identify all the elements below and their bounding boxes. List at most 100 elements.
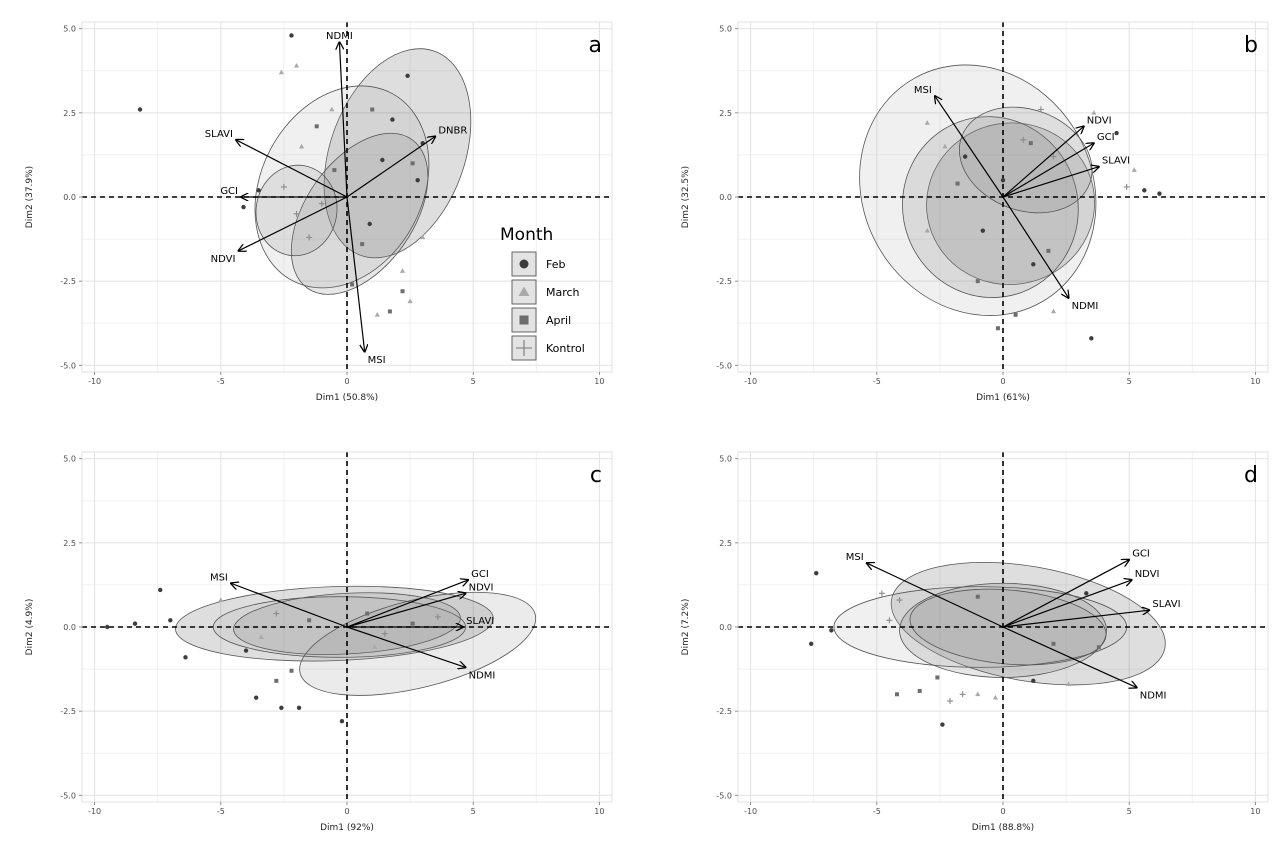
data-point-feb xyxy=(1142,188,1147,193)
loading-arrow-gci xyxy=(1002,560,1129,628)
data-point-feb xyxy=(183,655,188,660)
y-axis-title: Dim2 (7.2%) xyxy=(681,599,691,656)
data-point-march xyxy=(298,143,305,149)
x-tick-label: 10 xyxy=(594,377,604,386)
data-point-april xyxy=(387,309,392,314)
data-point-april xyxy=(370,107,375,112)
data-point-march xyxy=(420,234,426,240)
legend-label: Kontrol xyxy=(546,342,585,355)
legend-item-april: April xyxy=(511,307,571,333)
data-point-march xyxy=(924,227,930,233)
legend-item-feb: Feb xyxy=(511,251,565,277)
arrow-label-ndmi: NDMI xyxy=(1072,301,1099,312)
data-point-april xyxy=(400,289,405,294)
legend-label: April xyxy=(546,314,571,327)
x-tick-label: 5 xyxy=(1127,807,1132,816)
loading-arrow-ndmi xyxy=(1002,626,1137,688)
data-point-feb xyxy=(339,719,345,724)
arrow-label-ndvi: NDVI xyxy=(1135,569,1160,580)
y-tick-label: 5.0 xyxy=(719,455,732,464)
arrow-label-slavi: SLAVI xyxy=(1102,156,1130,167)
arrow-label-ndmi: NDMI xyxy=(326,31,353,42)
data-point-feb xyxy=(158,587,163,593)
data-point-feb xyxy=(415,177,420,183)
loading-arrow-msi xyxy=(231,583,348,628)
arrow-label-ndmi: NDMI xyxy=(1140,691,1167,702)
data-point-kontrol xyxy=(381,630,388,637)
data-point-march xyxy=(399,268,406,273)
y-axis-title: Dim2 (32.5%) xyxy=(681,166,691,228)
y-tick-label: 2.5 xyxy=(719,109,732,118)
data-point-april xyxy=(410,161,415,166)
x-tick-label: 5 xyxy=(471,377,476,386)
data-point-march xyxy=(975,691,981,697)
arrow-label-gci: GCI xyxy=(220,186,238,197)
y-tick-label: 0.0 xyxy=(63,193,76,202)
data-point-march xyxy=(1066,681,1072,687)
data-point-feb xyxy=(808,641,814,647)
panel-letter: b xyxy=(1244,33,1258,58)
data-point-april xyxy=(995,326,1000,331)
data-point-feb xyxy=(1157,191,1162,196)
arrow-label-ndvi: NDVI xyxy=(1087,115,1112,126)
data-point-feb xyxy=(962,154,968,159)
x-axis-title: Dim1 (92%) xyxy=(320,823,374,833)
loading-arrow-ndmi xyxy=(339,42,348,198)
y-axis-title: Dim2 (4.9%) xyxy=(25,599,35,656)
confidence-ellipse-march xyxy=(254,85,430,289)
legend-items: Feb March April Kontrol xyxy=(511,251,585,361)
arrow-label-msi: MSI xyxy=(210,572,228,583)
legend-title: Month xyxy=(500,225,553,245)
data-point-april xyxy=(410,621,415,626)
data-point-april xyxy=(1051,641,1056,646)
data-point-kontrol xyxy=(293,210,300,217)
loading-arrow-msi xyxy=(867,563,1004,628)
x-tick-label: -10 xyxy=(88,377,101,386)
data-point-feb xyxy=(256,188,261,193)
data-point-feb xyxy=(367,221,372,227)
data-point-feb xyxy=(168,618,173,623)
data-point-april xyxy=(955,181,960,186)
x-tick-label: -10 xyxy=(88,807,101,816)
panels-layer: NDMI DNBR SLAVI GCI NDVI MSI -10 -5 0 5 10 -5.0 -2.5… xyxy=(25,21,1269,833)
x-tick-label: 10 xyxy=(1250,377,1260,386)
x-tick-label: -10 xyxy=(744,377,757,386)
data-point-march xyxy=(372,644,378,649)
data-point-april xyxy=(1013,312,1018,317)
y-tick-label: -5.0 xyxy=(60,361,76,370)
loading-arrow-ndmi xyxy=(346,626,466,667)
loading-arrow-ndvi xyxy=(238,196,348,251)
y-tick-label: 5.0 xyxy=(719,25,732,34)
data-point-feb xyxy=(380,157,385,163)
arrow-label-msi: MSI xyxy=(368,355,386,366)
data-point-kontrol xyxy=(1123,183,1130,190)
data-point-kontrol xyxy=(1020,136,1027,143)
data-point-march xyxy=(374,311,380,317)
legend-symbol-circle xyxy=(519,259,529,269)
data-point-april xyxy=(895,692,899,697)
data-point-feb xyxy=(940,722,945,727)
data-point-april xyxy=(350,282,355,287)
data-point-march xyxy=(218,597,224,602)
loading-arrow-msi xyxy=(935,96,1004,198)
data-point-feb xyxy=(829,628,834,633)
data-point-april xyxy=(935,675,940,680)
x-tick-label: 5 xyxy=(471,807,476,816)
arrow-label-gci: GCI xyxy=(471,569,489,580)
arrow-label-ndvi: NDVI xyxy=(211,254,236,265)
panel-c: MSI GCI NDVI SLAVI NDMI -10 -5 0 5 10 -5.0 -2.5 0.0 2… xyxy=(25,451,613,833)
panel-d: MSI GCI NDVI SLAVI NDMI -10 -5 0 5 10 -5.0 -2.5 0.0 2… xyxy=(681,451,1269,833)
data-point-march xyxy=(293,62,300,68)
y-tick-label: 0.0 xyxy=(719,193,732,202)
arrow-label-slavi: SLAVI xyxy=(466,616,494,627)
data-point-kontrol xyxy=(959,691,966,698)
panel-letter: a xyxy=(589,33,602,58)
x-tick-label: -5 xyxy=(217,377,225,386)
y-tick-label: 2.5 xyxy=(63,109,76,118)
arrow-label-ndmi: NDMI xyxy=(469,670,496,681)
y-tick-label: -2.5 xyxy=(60,707,76,716)
x-tick-label: 0 xyxy=(344,807,349,816)
confidence-ellipse-feb xyxy=(323,48,472,259)
y-tick-label: 0.0 xyxy=(719,623,732,632)
